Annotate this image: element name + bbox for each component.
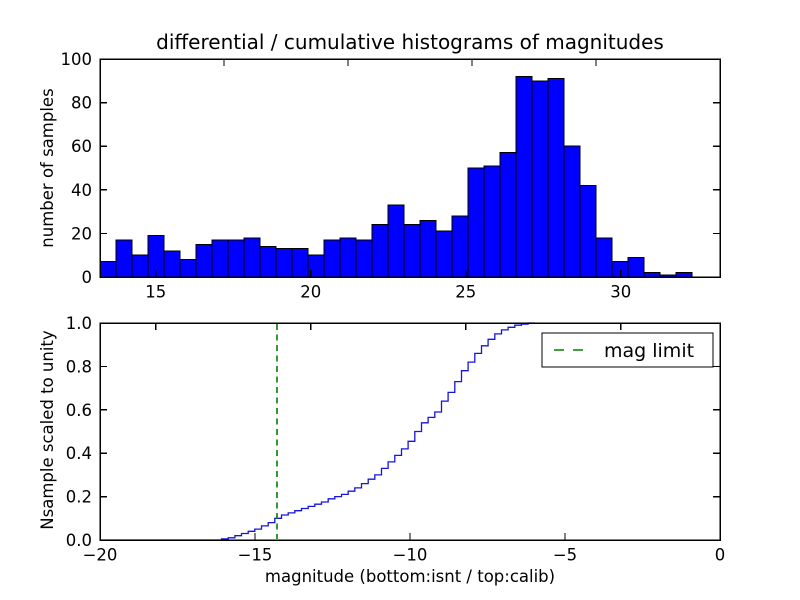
histogram-bar <box>227 239 245 278</box>
histogram-bar <box>323 239 341 278</box>
histogram-bar <box>579 184 597 278</box>
x-tick-label: −10 <box>393 546 428 565</box>
histogram-bar <box>339 237 357 278</box>
x-tick-label: 0 <box>715 546 726 565</box>
legend-label: mag limit <box>604 340 694 362</box>
histogram-bar <box>499 152 517 278</box>
histogram-bar <box>115 239 133 278</box>
y-tick-label: 0.2 <box>66 488 92 507</box>
x-tick-label: 30 <box>610 283 631 302</box>
histogram-bar <box>243 237 261 278</box>
histogram-bar <box>531 80 549 278</box>
x-tick-label: −5 <box>553 546 577 565</box>
histogram-bar <box>355 239 373 278</box>
histogram-bar <box>195 243 213 278</box>
histogram-bar <box>99 261 117 278</box>
chart-title: differential / cumulative histograms of … <box>156 30 664 54</box>
legend-box <box>541 332 714 368</box>
histogram-bar <box>563 145 581 278</box>
histogram-bar <box>403 224 421 278</box>
y-tick-label: 0 <box>82 268 93 287</box>
x-tick-label: −15 <box>238 546 273 565</box>
y-tick-label: 40 <box>71 181 92 200</box>
y-tick-label: 80 <box>71 94 92 113</box>
y-tick-label: 60 <box>71 137 92 156</box>
histogram-bar <box>483 165 501 278</box>
histogram-bar <box>179 259 197 278</box>
x-axis-label: magnitude (bottom:isnt / top:calib) <box>264 567 556 586</box>
y-tick-label: 20 <box>71 224 92 243</box>
x-tick-label: −20 <box>83 546 118 565</box>
y-tick-label: 0.4 <box>66 444 92 463</box>
bottom-y-axis-label: Nsample scaled to unity <box>38 330 57 530</box>
x-tick-label: 25 <box>455 283 476 302</box>
x-tick-label: 20 <box>300 283 321 302</box>
histogram-bar <box>451 215 469 278</box>
histogram-bar <box>259 245 277 278</box>
y-tick-label: 1.0 <box>66 314 92 333</box>
histogram-bar <box>419 219 437 278</box>
histogram-bar <box>387 204 405 278</box>
histogram-bar <box>467 167 485 278</box>
histogram-bar <box>275 248 293 278</box>
histogram-bar <box>595 237 613 278</box>
y-tick-label: 0.6 <box>66 401 92 420</box>
y-tick-label: 0.8 <box>66 357 92 376</box>
histogram-bar <box>435 230 453 278</box>
histogram-bar <box>291 248 309 278</box>
y-tick-label: 0.0 <box>66 531 92 550</box>
histogram-bar <box>515 75 533 278</box>
histogram-bar <box>547 78 565 278</box>
histogram-bar <box>627 256 645 278</box>
top-y-axis-label: number of samples <box>38 88 57 248</box>
histogram-bar <box>163 250 181 278</box>
histogram-bar <box>211 239 229 278</box>
histogram-bar <box>611 261 629 278</box>
histogram-bar <box>371 224 389 278</box>
cumulative-step-curve <box>100 322 535 541</box>
histogram-bar <box>131 254 149 278</box>
top-plot-frame <box>99 58 721 278</box>
y-tick-label: 100 <box>61 50 93 69</box>
x-tick-label: 15 <box>145 283 166 302</box>
